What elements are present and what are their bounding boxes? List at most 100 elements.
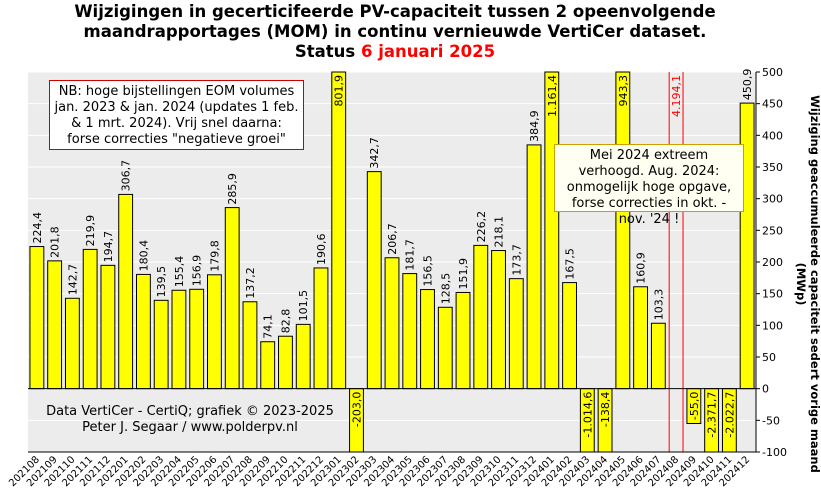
bar-202311	[508, 278, 524, 390]
value-label-202305: 181,7	[404, 239, 417, 271]
value-label-202308: 151,9	[457, 258, 470, 290]
bar-202303	[366, 171, 382, 390]
value-label-202404: -138,4	[599, 392, 612, 427]
bar-202407	[650, 322, 666, 390]
value-label-202405: 943,3	[617, 75, 630, 107]
value-label-202307: 128,5	[439, 273, 452, 305]
bar-202108	[29, 246, 45, 390]
y-tick-label: -50	[762, 414, 780, 427]
bar-202208	[242, 301, 258, 390]
value-label-202209: 74,1	[262, 314, 275, 339]
value-label-202212: 190,6	[315, 233, 328, 265]
value-label-202206: 179,8	[208, 240, 221, 272]
bar-202210	[278, 335, 293, 390]
note-left: NB: hoge bijstellingen EOM volumes jan. …	[49, 80, 304, 150]
value-label-202403: -1.014,6	[581, 392, 594, 438]
bar-202305	[402, 273, 418, 390]
bar-202207	[224, 207, 240, 390]
y-tick-label: 150	[762, 288, 783, 301]
value-label-202401: 1.161,4	[546, 75, 559, 117]
value-label-202302: -203,0	[350, 392, 363, 427]
value-label-202303: 342,7	[368, 137, 381, 169]
value-label-202310: 218,1	[493, 216, 506, 248]
value-label-202202: 180,4	[137, 240, 150, 272]
bar-202111	[82, 248, 98, 390]
title-line-1: Wijzigingen in gecerticifeerde PV-capaci…	[74, 2, 716, 21]
y-tick-label: 50	[762, 351, 776, 364]
bar-202401	[544, 71, 560, 390]
bar-202211	[295, 323, 311, 390]
value-label-202110: 142,7	[66, 264, 79, 296]
bar-202406	[633, 286, 649, 390]
value-label-202204: 155,4	[173, 256, 186, 288]
value-label-202211: 101,5	[297, 290, 310, 322]
bar-202301	[331, 71, 347, 390]
value-label-202111: 219,9	[84, 215, 97, 247]
value-label-202304: 206,7	[386, 223, 399, 255]
value-label-202402: 167,5	[564, 248, 577, 280]
value-label-202410: -2.371,7	[706, 392, 719, 438]
value-label-202407: 103,3	[652, 289, 665, 321]
value-label-202208: 137,2	[244, 267, 257, 299]
value-label-202203: 139,5	[155, 266, 168, 298]
value-label-202112: 194,7	[102, 231, 115, 263]
value-label-202309: 226,2	[475, 211, 488, 243]
y-tick-label: 400	[762, 129, 783, 142]
value-label-202207: 285,9	[226, 173, 239, 205]
status-label: Status	[294, 42, 356, 61]
value-label-202109: 201,8	[49, 226, 62, 258]
bar-202310	[491, 250, 506, 390]
bar-202304	[384, 257, 400, 390]
note-right: Mei 2024 extreem verhoogd. Aug. 2024: on…	[554, 144, 744, 227]
y-tick-label: 300	[762, 193, 783, 206]
credit: Data VertiCer - CertiQ; grafiek © 2023-2…	[40, 404, 340, 436]
value-label-202306: 156,5	[422, 255, 435, 287]
x-axis: 2021082021092021102021112021122022012022…	[7, 451, 756, 489]
bar-202209	[260, 341, 276, 390]
credit-line-1: Data VertiCer - CertiQ; grafiek © 2023-2…	[46, 404, 334, 419]
y-tick-label: -100	[762, 446, 787, 459]
value-label-202409: -55,0	[688, 392, 701, 420]
chart-title: Wijzigingen in gecerticifeerde PV-capaci…	[0, 2, 790, 62]
bar-202402	[562, 282, 577, 390]
title-line-2: maandrapportages (MOM) in continu vernie…	[83, 22, 707, 41]
bar-202206	[207, 274, 222, 390]
bar-202307	[437, 306, 453, 390]
bar-202203	[153, 299, 169, 390]
y-tick-label: 250	[762, 224, 783, 237]
value-label-202411: -2.022,7	[723, 392, 736, 438]
bar-202110	[64, 297, 80, 390]
value-label-202301: 801,9	[333, 75, 346, 107]
bar-202309	[473, 244, 489, 390]
title-line-3: Status 6 januari 2025	[0, 42, 790, 62]
bar-202312	[526, 144, 542, 390]
y-tick-label: 500	[762, 66, 783, 79]
value-label-202205: 156,9	[191, 255, 204, 287]
y-tick-label: 350	[762, 161, 783, 174]
y-tick-label: 100	[762, 319, 783, 332]
bar-202202	[135, 273, 151, 390]
value-label-202108: 224,4	[31, 212, 44, 244]
bar-202204	[171, 289, 187, 390]
bar-202109	[47, 260, 63, 390]
bar-202405	[615, 71, 631, 390]
y-tick-label: 0	[762, 383, 769, 396]
value-label-202312: 384,9	[528, 110, 541, 142]
y-tick-label: 450	[762, 98, 783, 111]
y-tick-label: 200	[762, 256, 783, 269]
y-axis: -100 -50 0 50 100 150 200 250 300 350 400 450 500	[28, 66, 787, 459]
bar-202205	[189, 288, 205, 390]
bars	[29, 71, 755, 453]
value-label-202210: 82,8	[279, 309, 292, 334]
y-axis-label: Wijziging geaccumuleerde capaciteit sede…	[794, 95, 821, 473]
bar-202308	[455, 291, 471, 390]
value-label-202201: 306,7	[120, 160, 133, 192]
bar-202212	[313, 267, 329, 390]
value-labels: 224,4 201,8 142,7 219,9 194,7 306,7 180,4 139,5…	[31, 69, 754, 438]
credit-line-2: Peter J. Segaar / www.polderpv.nl	[82, 420, 298, 435]
value-label-202412: 450,9	[741, 69, 754, 101]
bar-202112	[100, 264, 116, 390]
value-label-202406: 160,9	[635, 252, 648, 284]
status-date: 6 januari 2025	[361, 42, 496, 61]
